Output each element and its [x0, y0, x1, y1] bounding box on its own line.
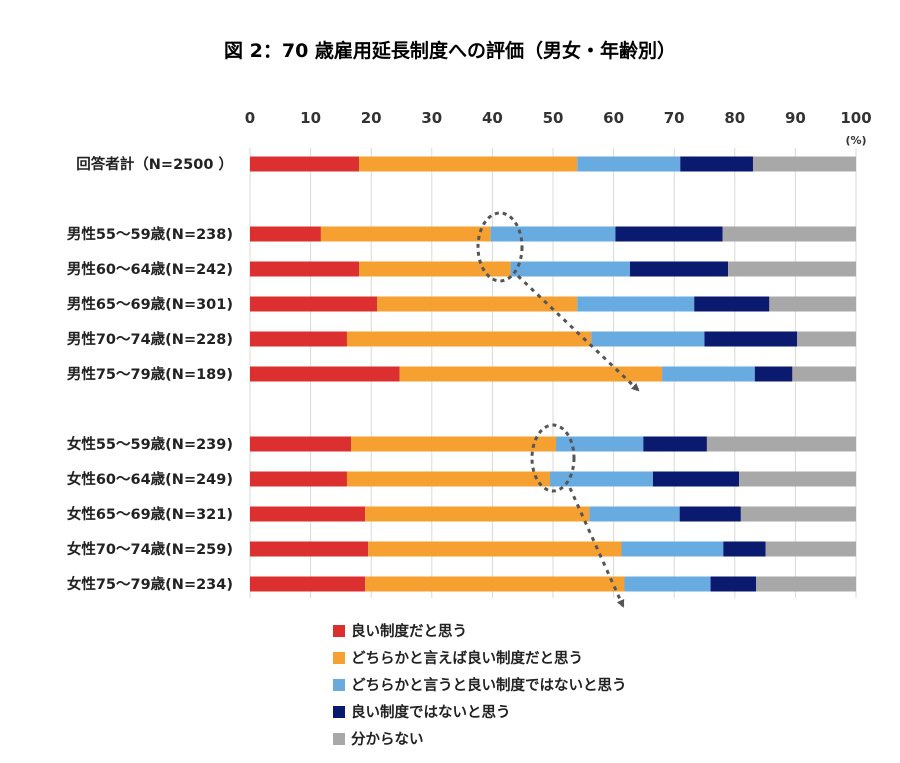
bar-segment — [556, 436, 644, 452]
bar-segment — [250, 331, 347, 347]
bar-segment — [591, 331, 705, 347]
x-tick-label: 90 — [785, 109, 806, 127]
bar-segment — [752, 156, 856, 172]
bar-segment — [723, 541, 766, 557]
bar-segment — [359, 261, 511, 277]
bar-segment — [792, 366, 856, 382]
category-label: 女性75～79歳(N=234) — [67, 575, 233, 593]
legend-label: 分からない — [351, 731, 424, 748]
bar-segment — [740, 506, 856, 522]
category-label: 男性70～74歳(N=228) — [67, 330, 233, 348]
bar-segment — [250, 576, 366, 592]
bar-segment — [739, 471, 856, 487]
legend-swatch — [333, 733, 345, 745]
bar-segment — [756, 576, 856, 592]
legend-swatch — [333, 625, 345, 637]
category-label: 男性65～69歳(N=301) — [67, 295, 233, 313]
legend-label: どちらかと言うと良い制度ではないと思う — [351, 676, 627, 694]
bar-segment — [704, 331, 798, 347]
bar-segment — [615, 226, 723, 242]
bar-segment — [250, 366, 400, 382]
bar-segment — [629, 261, 729, 277]
bar-segment — [250, 436, 352, 452]
x-tick-label: 80 — [724, 109, 745, 127]
bar-segment — [662, 366, 755, 382]
bar-segment — [250, 471, 347, 487]
x-tick-label: 0 — [245, 109, 255, 127]
bar-segment — [549, 471, 653, 487]
bar-segment — [320, 226, 491, 242]
bar-segment — [722, 226, 856, 242]
bar-segment — [368, 541, 622, 557]
category-label: 女性70～74歳(N=259) — [67, 540, 233, 558]
trend-arrow-male — [516, 274, 640, 392]
bar-segment — [359, 156, 578, 172]
highlight-circle-female — [530, 423, 576, 493]
bar-segment — [346, 471, 550, 487]
chart-title: 図 2：70 歳雇用延長制度への評価（男女・年齢別） — [224, 39, 676, 62]
bar-segment — [652, 471, 740, 487]
bars — [250, 156, 856, 592]
bar-segment — [250, 296, 378, 312]
legend-label: 良い制度ではないと思う — [351, 703, 511, 721]
x-tick-label: 50 — [543, 109, 564, 127]
legend-label: どちらかと言えば良い制度だと思う — [351, 649, 583, 667]
category-label: 女性65～69歳(N=321) — [67, 505, 233, 523]
bar-segment — [797, 331, 856, 347]
legend-swatch — [333, 652, 345, 664]
bar-segment — [589, 506, 680, 522]
bar-segment — [754, 366, 793, 382]
bar-segment — [490, 226, 616, 242]
bar-segment — [250, 506, 366, 522]
legend-swatch — [333, 706, 345, 718]
x-tick-label: 100 — [840, 109, 871, 127]
bar-segment — [728, 261, 856, 277]
bar-segment — [643, 436, 707, 452]
bar-segment — [250, 156, 360, 172]
category-label: 男性55～59歳(N=238) — [67, 225, 233, 243]
bar-segment — [679, 506, 741, 522]
bar-segment — [680, 156, 753, 172]
bar-segment — [346, 331, 592, 347]
category-label: 男性60～64歳(N=242) — [67, 260, 233, 278]
bar-segment — [694, 296, 770, 312]
legend-swatch — [333, 679, 345, 691]
x-axis-ticks: 0 10 20 30 40 50 60 70 80 90 100 — [245, 109, 872, 127]
x-tick-label: 20 — [361, 109, 382, 127]
x-tick-label: 10 — [300, 109, 321, 127]
bar-segment — [250, 226, 321, 242]
x-tick-label: 40 — [482, 109, 503, 127]
unit-label: (%) — [845, 134, 866, 147]
bar-segment — [621, 541, 724, 557]
x-tick-label: 60 — [603, 109, 624, 127]
category-label: 回答者計（N=2500 ） — [76, 155, 233, 173]
bar-segment — [351, 436, 557, 452]
category-label: 男性75～79歳(N=189) — [67, 365, 233, 383]
bar-segment — [577, 296, 695, 312]
bar-segment — [710, 576, 757, 592]
bar-segment — [365, 506, 590, 522]
bar-segment — [399, 366, 663, 382]
category-labels: 回答者計（N=2500 ） 男性55～59歳(N=238) 男性60～64歳(N=2… — [67, 155, 233, 593]
bar-segment — [769, 296, 856, 312]
bar-segment — [377, 296, 578, 312]
bar-segment — [510, 261, 630, 277]
x-tick-label: 70 — [664, 109, 685, 127]
category-label: 女性55～59歳(N=239) — [67, 435, 233, 453]
bar-segment — [706, 436, 856, 452]
bar-segment — [250, 541, 369, 557]
bar-segment — [577, 156, 681, 172]
annotations — [476, 211, 640, 608]
bar-segment — [624, 576, 711, 592]
bar-segment — [765, 541, 856, 557]
bar-segment — [365, 576, 625, 592]
bar-segment — [250, 261, 360, 277]
legend-label: 良い制度だと思う — [351, 622, 467, 640]
x-tick-label: 30 — [421, 109, 442, 127]
trend-arrow-female — [568, 487, 625, 608]
legend: 良い制度だと思うどちらかと言えば良い制度だと思うどちらかと言うと良い制度ではない… — [333, 622, 627, 748]
category-label: 女性60～64歳(N=249) — [67, 470, 233, 488]
highlight-circle-male — [476, 211, 524, 283]
